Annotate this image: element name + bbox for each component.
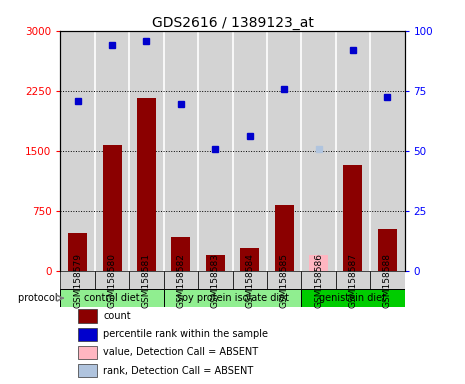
Text: GSM158583: GSM158583 xyxy=(211,253,220,308)
Bar xyxy=(78,310,97,323)
Bar xyxy=(336,31,370,271)
Bar xyxy=(78,364,97,377)
Bar xyxy=(95,31,129,271)
Bar xyxy=(164,31,198,271)
Bar xyxy=(60,271,95,289)
Text: GSM158581: GSM158581 xyxy=(142,253,151,308)
Bar xyxy=(370,271,405,289)
Text: soy protein isolate diet: soy protein isolate diet xyxy=(177,293,288,303)
Bar xyxy=(240,248,259,271)
Bar xyxy=(301,271,336,289)
Bar xyxy=(378,228,397,271)
Bar xyxy=(232,271,267,289)
Title: GDS2616 / 1389123_at: GDS2616 / 1389123_at xyxy=(152,16,313,30)
Bar xyxy=(60,289,164,307)
Text: value, Detection Call = ABSENT: value, Detection Call = ABSENT xyxy=(103,348,259,358)
Bar xyxy=(267,31,301,271)
Bar xyxy=(198,271,232,289)
Bar xyxy=(68,233,87,271)
Bar xyxy=(301,31,336,271)
Bar xyxy=(232,31,267,271)
Text: rank, Detection Call = ABSENT: rank, Detection Call = ABSENT xyxy=(103,366,254,376)
Bar xyxy=(137,98,156,271)
Text: GSM158584: GSM158584 xyxy=(245,253,254,308)
Bar xyxy=(336,271,370,289)
Bar xyxy=(164,289,301,307)
Text: GSM158587: GSM158587 xyxy=(348,253,358,308)
Bar xyxy=(275,205,293,271)
Bar xyxy=(267,271,301,289)
Bar xyxy=(164,271,198,289)
Text: GSM158582: GSM158582 xyxy=(176,253,186,308)
Text: GSM158580: GSM158580 xyxy=(107,253,117,308)
Text: GSM158585: GSM158585 xyxy=(279,253,289,308)
Text: protocol: protocol xyxy=(18,293,60,303)
Bar xyxy=(370,31,405,271)
Bar xyxy=(344,164,362,271)
Text: GSM158579: GSM158579 xyxy=(73,253,82,308)
Bar xyxy=(129,271,164,289)
Bar xyxy=(301,289,405,307)
Text: GSM158588: GSM158588 xyxy=(383,253,392,308)
Bar xyxy=(95,271,129,289)
Bar xyxy=(206,255,225,271)
Bar xyxy=(78,328,97,341)
Text: genistein diet: genistein diet xyxy=(319,293,386,303)
Text: percentile rank within the sample: percentile rank within the sample xyxy=(103,329,268,339)
Bar xyxy=(172,237,190,271)
Bar xyxy=(309,255,328,271)
Bar xyxy=(103,144,121,271)
Bar xyxy=(60,31,95,271)
Bar xyxy=(78,346,97,359)
Bar xyxy=(129,31,164,271)
Text: GSM158586: GSM158586 xyxy=(314,253,323,308)
Text: control diet: control diet xyxy=(84,293,140,303)
Bar xyxy=(198,31,232,271)
Text: count: count xyxy=(103,311,131,321)
